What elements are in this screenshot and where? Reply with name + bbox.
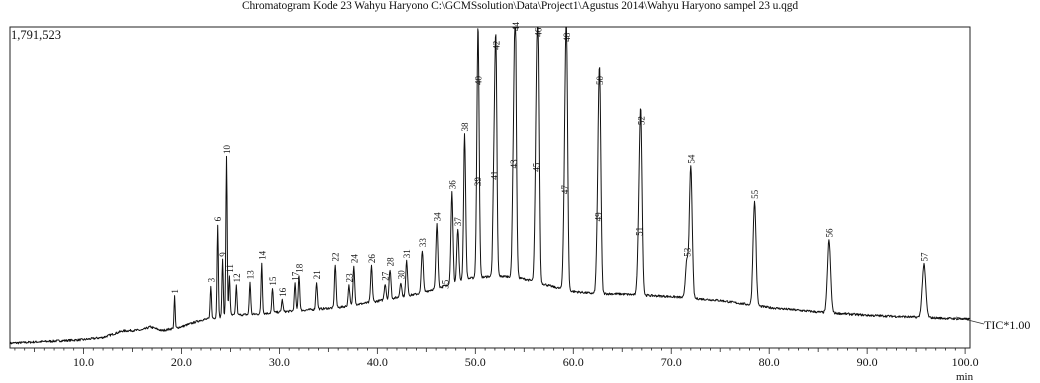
peak-label: 35 xyxy=(440,279,450,289)
peak-label: 41 xyxy=(489,171,499,180)
peak-label: 47 xyxy=(560,185,570,195)
peak-label: 50 xyxy=(595,76,605,86)
x-tick-label: 30.0 xyxy=(269,355,290,369)
peak-label: 40 xyxy=(474,76,484,86)
chart-title: Chromatogram Kode 23 Wahyu Haryono C:\GC… xyxy=(241,0,799,12)
x-unit-label: min xyxy=(956,371,974,383)
peak-label: 42 xyxy=(491,41,501,50)
peak-label: 55 xyxy=(750,189,760,199)
peak-label: 38 xyxy=(460,122,470,132)
peak-label: 13 xyxy=(246,270,256,280)
tic-trace xyxy=(9,26,971,345)
peak-label: 53 xyxy=(682,247,692,257)
peak-label: 44 xyxy=(511,22,521,32)
peak-label: 36 xyxy=(447,180,457,190)
peak-label: 57 xyxy=(920,252,930,262)
peak-label: 54 xyxy=(686,154,696,164)
peak-label: 17 xyxy=(291,271,301,281)
peak-label: 30 xyxy=(396,270,406,280)
peak-label: 37 xyxy=(453,217,463,227)
x-tick-label: 40.0 xyxy=(367,355,388,369)
peak-label: 56 xyxy=(824,228,834,238)
x-tick-label: 60.0 xyxy=(563,355,584,369)
peak-label: 51 xyxy=(634,227,644,236)
peak-label: 12 xyxy=(232,273,242,282)
peak-label: 9 xyxy=(218,252,228,257)
trace-label-pointer xyxy=(955,316,985,325)
peak-label: 39 xyxy=(473,177,483,187)
x-tick-label: 90.0 xyxy=(857,355,878,369)
peak-label: 10 xyxy=(222,145,232,155)
peak-label: 33 xyxy=(418,238,428,248)
peak-label: 23 xyxy=(344,273,354,283)
peak-label: 15 xyxy=(268,276,278,286)
peak-label: 48 xyxy=(562,32,572,42)
peak-label: 14 xyxy=(257,250,267,260)
x-tick-label: 100.0 xyxy=(952,355,979,369)
peak-label: 45 xyxy=(532,162,542,172)
peak-label: 43 xyxy=(509,159,519,169)
peak-label: 27 xyxy=(381,271,391,281)
peak-label: 28 xyxy=(386,257,396,267)
y-max-label: 1,791,523 xyxy=(11,28,61,42)
peak-label: 34 xyxy=(433,212,443,222)
peak-label: 26 xyxy=(367,254,377,264)
x-tick-label: 50.0 xyxy=(465,355,486,369)
peak-label: 22 xyxy=(331,253,341,262)
x-tick-label: 70.0 xyxy=(661,355,682,369)
plot-frame xyxy=(9,26,971,349)
peak-label: 52 xyxy=(636,116,646,125)
peak-label: 49 xyxy=(593,212,603,222)
peak-label: 21 xyxy=(312,270,322,279)
peak-label: 31 xyxy=(402,249,412,258)
trace-label: TIC*1.00 xyxy=(984,318,1031,332)
peak-label: 1 xyxy=(170,289,180,294)
peak-label: 11 xyxy=(225,264,235,273)
peak-label: 16 xyxy=(278,287,288,297)
peak-label: 3 xyxy=(206,277,216,282)
peak-label: 46 xyxy=(534,27,544,37)
peak-label: 6 xyxy=(213,216,223,221)
x-tick-label: 80.0 xyxy=(759,355,780,369)
x-axis: 10.0 20.0 30.0 40.0 50.0 60.0 70.0 80.0 90.0 100.… xyxy=(14,348,979,369)
x-tick-label: 20.0 xyxy=(171,355,192,369)
peak-label: 18 xyxy=(295,263,305,273)
x-tick-label: 10.0 xyxy=(73,355,94,369)
peak-label: 24 xyxy=(349,254,359,264)
